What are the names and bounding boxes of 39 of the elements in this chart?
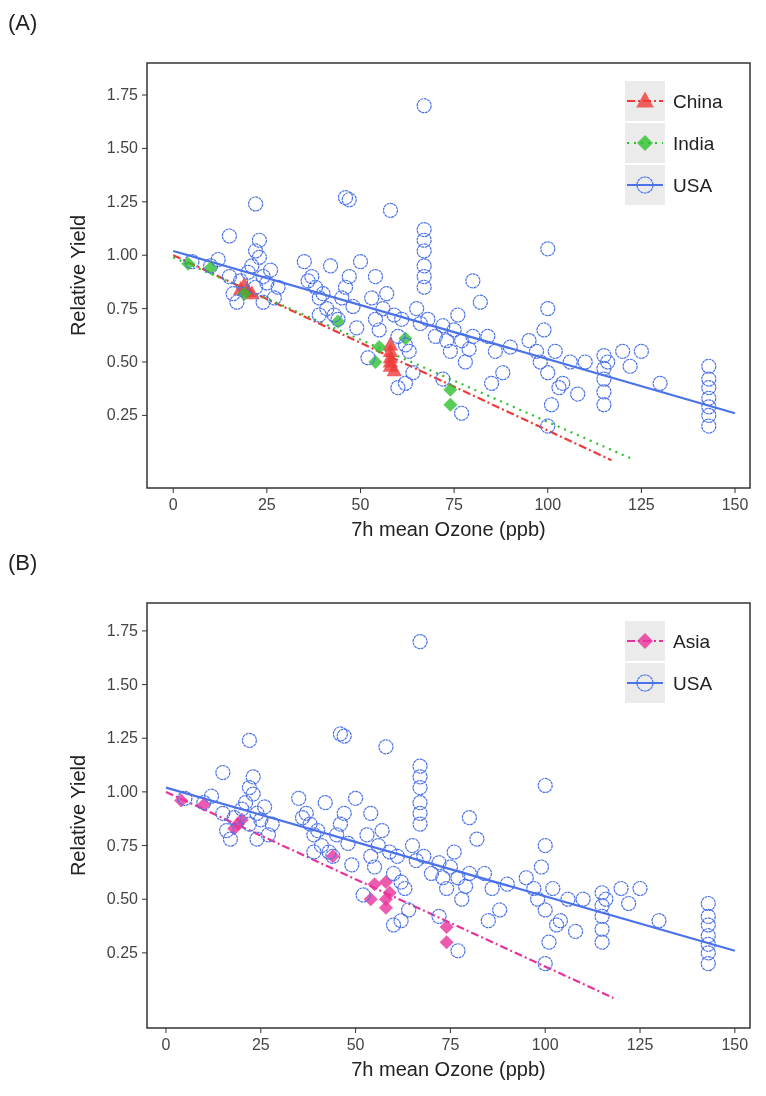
x-tick-label: 50 [351,496,370,513]
y-tick-label: 1.25 [106,192,139,210]
legend-label: USA [673,673,713,694]
y-tick-label: 1.75 [106,86,139,104]
legend-label: India [673,133,715,154]
x-axis-title: 7h mean Ozone (ppb) [351,518,546,540]
y-tick-label: 0.75 [106,299,139,317]
chart-title: (B) [8,550,38,575]
legend-label: USA [673,175,713,196]
x-tick-label: 100 [534,496,562,513]
y-tick-label: 1.50 [106,675,139,693]
legend-label: Asia [673,631,711,652]
y-tick-label: 1.00 [106,246,139,264]
x-tick-label: 0 [168,496,178,513]
x-tick-label: 100 [531,1036,559,1053]
x-tick-label: 0 [161,1036,171,1053]
x-tick-label: 75 [441,1036,460,1053]
x-tick-label: 125 [626,1036,654,1053]
x-tick-label: 150 [721,496,749,513]
x-tick-label: 25 [251,1036,270,1053]
x-tick-label: 125 [628,496,655,513]
y-tick-label: 1.00 [106,782,139,800]
y-tick-label: 1.25 [106,729,139,747]
y-tick-label: 0.25 [106,406,139,424]
y-tick-label: 0.50 [106,890,139,908]
y-tick-label: 0.25 [106,943,139,961]
x-tick-label: 75 [445,496,464,513]
x-tick-label: 25 [257,496,276,513]
x-tick-label: 50 [346,1036,365,1053]
y-tick-label: 1.75 [106,621,139,639]
y-axis-title: Relative Yield [67,214,89,337]
chart-title: (A) [8,10,38,35]
y-axis-title: Relative Yield [67,754,89,877]
x-axis-title: 7h mean Ozone (ppb) [351,1058,546,1080]
legend-label: China [673,91,724,112]
y-tick-label: 1.50 [106,139,139,157]
x-tick-label: 150 [721,1036,749,1053]
y-tick-label: 0.75 [106,836,139,854]
y-tick-label: 0.50 [106,352,139,370]
